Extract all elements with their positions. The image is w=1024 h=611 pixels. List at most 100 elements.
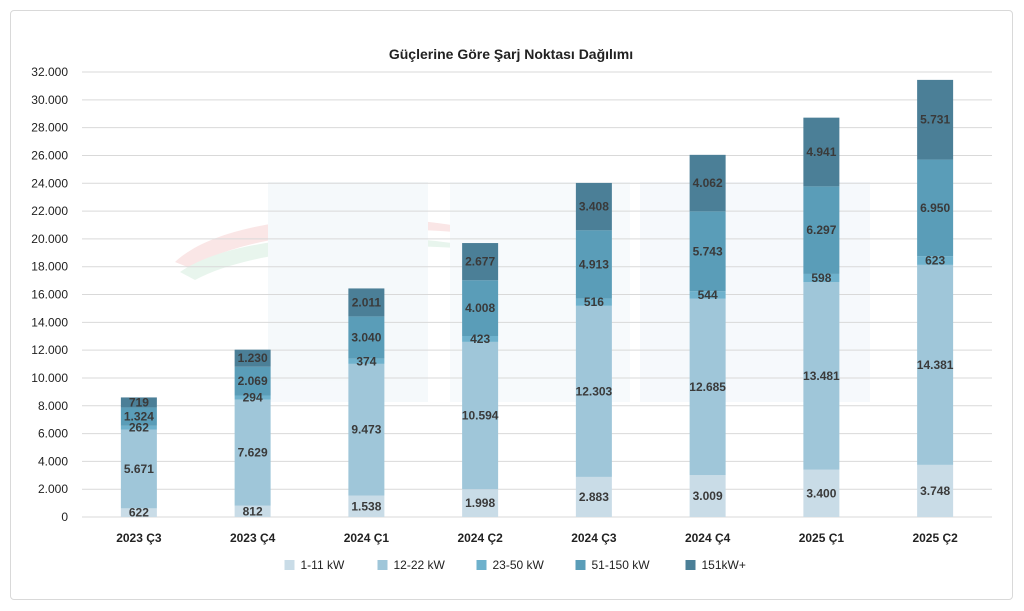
bar-segment [234, 349, 271, 367]
x-tick-label: 2024 Ç4 [685, 531, 731, 545]
data-label: 3.040 [351, 331, 381, 345]
data-label: 2.883 [579, 490, 609, 504]
bar-segment [348, 316, 385, 359]
legend-swatch [377, 560, 388, 570]
y-tick-label: 16.000 [31, 288, 68, 302]
y-tick-label: 20.000 [31, 232, 68, 246]
bar-segment [120, 425, 157, 430]
x-tick-label: 2023 Ç3 [116, 531, 162, 545]
y-tick-label: 30.000 [31, 93, 68, 107]
y-tick-label: 22.000 [31, 204, 68, 218]
data-label: 5.743 [693, 244, 723, 258]
data-label: 14.381 [917, 358, 954, 372]
data-label: 423 [470, 332, 490, 346]
legend-swatch [685, 560, 696, 570]
y-tick-label: 4.000 [38, 454, 68, 468]
bar-segment [120, 407, 157, 426]
watermark-swoosh-red [175, 217, 520, 268]
bar-segment [462, 341, 499, 490]
bar-segment [917, 264, 954, 465]
bar-segment [234, 395, 271, 400]
legend-label: 1-11 kW [301, 558, 345, 572]
bar-segment [689, 475, 726, 517]
bar-segment [575, 305, 612, 477]
data-label: 12.303 [576, 384, 613, 398]
gridlines [82, 71, 992, 518]
bar-segment [917, 79, 954, 160]
bar-segment [234, 505, 271, 517]
x-tick-label: 2024 Ç2 [457, 531, 503, 545]
legend: 1-11 kW 12-22 kW 23-50 kW 51-150 kW 151kW+ [284, 558, 746, 572]
bar-segment [689, 298, 726, 476]
data-label: 1.230 [238, 351, 268, 365]
bar-segment [348, 288, 385, 317]
y-tick-label: 24.000 [31, 176, 68, 190]
bar-segment [689, 211, 726, 292]
bar-segment [575, 298, 612, 306]
y-tick-label: 0 [61, 510, 68, 524]
y-tick-label: 2.000 [38, 482, 68, 496]
data-label: 719 [129, 395, 149, 409]
data-label: 4.913 [579, 257, 609, 271]
data-label: 2.069 [238, 374, 268, 388]
bar-segment [689, 154, 726, 212]
watermark-swoosh-green [180, 236, 500, 280]
y-tick-label: 14.000 [31, 315, 68, 329]
data-label: 7.629 [238, 446, 268, 460]
y-tick-label: 6.000 [38, 427, 68, 441]
bar-segment [575, 230, 612, 299]
chart-title: Güçlerine Göre Şarj Noktası Dağılımı [389, 46, 633, 62]
bar-segment [689, 291, 726, 299]
data-label: 10.594 [462, 409, 499, 423]
x-tick-label: 2024 Ç3 [571, 531, 617, 545]
bar-segment [348, 363, 385, 496]
data-label: 4.941 [806, 145, 836, 159]
y-tick-label: 18.000 [31, 260, 68, 274]
data-label: 544 [698, 288, 718, 302]
bar-segment [462, 489, 499, 517]
legend-label: 12-22 kW [394, 558, 446, 572]
y-tick-label: 28.000 [31, 121, 68, 135]
bar-segment [575, 476, 612, 517]
data-label: 516 [584, 295, 604, 309]
data-label: 4.062 [693, 176, 723, 190]
bar-segment [120, 429, 157, 509]
bar-segment [348, 358, 385, 364]
data-label: 294 [243, 391, 263, 405]
y-axis: 0 2.000 4.000 6.000 8.000 10.000 12.000 14.000 1… [31, 65, 68, 524]
data-label: 13.481 [803, 369, 840, 383]
bar-segment [917, 159, 954, 257]
data-label: 6.297 [806, 223, 836, 237]
data-label: 623 [925, 254, 945, 268]
data-label: 5.731 [920, 113, 950, 127]
data-label: 4.008 [465, 301, 495, 315]
data-label: 1.998 [465, 496, 495, 510]
x-tick-label: 2024 Ç1 [344, 531, 390, 545]
data-label: 1.324 [124, 410, 154, 424]
data-label: 9.473 [351, 423, 381, 437]
bar-segment [803, 186, 840, 274]
bar-segment [462, 280, 499, 337]
y-tick-label: 10.000 [31, 371, 68, 385]
bar-segment [917, 464, 954, 517]
legend-label: 151kW+ [702, 558, 746, 572]
data-label: 262 [129, 421, 149, 435]
bar-segment [348, 495, 385, 517]
data-label: 12.685 [689, 380, 726, 394]
data-label: 2.011 [352, 295, 382, 309]
bar-segment [120, 397, 157, 408]
x-tick-label: 2025 Ç1 [799, 531, 845, 545]
x-tick-label: 2025 Ç2 [912, 531, 958, 545]
data-label: 374 [356, 354, 376, 368]
legend-swatch [575, 560, 586, 570]
watermark-logo [175, 182, 870, 402]
bar-segment [803, 273, 840, 283]
bar-segment [803, 117, 840, 187]
bar-segment [803, 282, 840, 470]
data-label: 3.400 [806, 486, 836, 500]
data-label: 3.009 [693, 489, 723, 503]
bar-segment [234, 366, 271, 396]
data-label: 6.950 [920, 201, 950, 215]
y-tick-label: 26.000 [31, 148, 68, 162]
